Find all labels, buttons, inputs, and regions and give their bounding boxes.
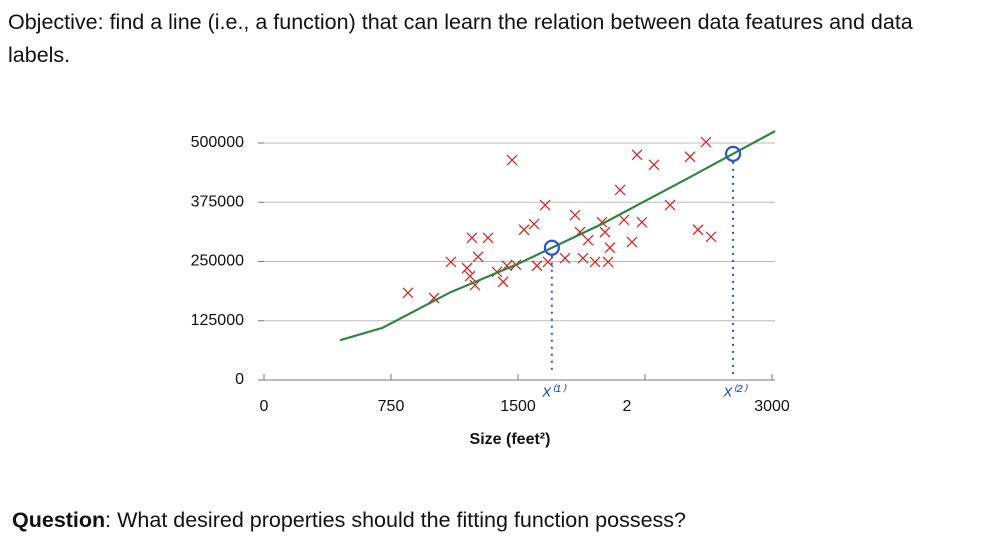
point <box>589 256 601 268</box>
point <box>692 224 704 236</box>
x-tick-label: 0 <box>260 398 269 415</box>
point <box>648 159 660 171</box>
point <box>445 256 457 268</box>
point <box>466 232 478 244</box>
point <box>472 251 484 263</box>
point <box>497 276 509 288</box>
x-tick-label: 1500 <box>500 398 536 415</box>
point <box>705 231 717 243</box>
annotation-circle <box>543 239 560 256</box>
y-tick-label: 250000 <box>191 253 244 270</box>
point <box>684 151 696 163</box>
annotation-label: x⁽¹⁾ <box>542 381 567 400</box>
point <box>582 234 594 246</box>
point <box>531 260 543 272</box>
y-tick-label: 125000 <box>191 312 244 329</box>
point <box>700 136 712 148</box>
y-tick-label: 0 <box>235 371 244 388</box>
point <box>577 252 589 264</box>
x-tick-label: 3000 <box>754 398 790 415</box>
annotation-circle <box>724 145 742 162</box>
question-text: : What desired properties should the fit… <box>105 508 686 532</box>
x-tick-label: 750 <box>378 398 405 415</box>
annotation-label: x⁽²⁾ <box>723 381 748 400</box>
point <box>569 209 581 221</box>
point <box>402 287 414 299</box>
point <box>604 242 616 254</box>
point <box>461 262 473 274</box>
point <box>559 252 571 264</box>
point <box>618 214 630 226</box>
x-tick-label: 2 <box>623 398 632 415</box>
point <box>599 226 611 238</box>
point <box>539 199 551 211</box>
point <box>626 236 638 248</box>
point <box>482 232 494 244</box>
point <box>528 218 540 230</box>
question-label: Question <box>12 508 106 532</box>
point <box>542 256 554 268</box>
point <box>602 256 614 268</box>
point <box>469 279 481 291</box>
y-tick-label: 500000 <box>191 134 244 151</box>
fit-line <box>339 130 776 342</box>
point <box>464 270 476 282</box>
objective: Objective: find a line (i.e., a function… <box>8 10 913 67</box>
point <box>664 199 676 211</box>
question: Question: What desired properties should… <box>12 508 686 533</box>
y-tick-label: 375000 <box>191 193 244 210</box>
point <box>518 224 530 236</box>
point <box>428 292 440 304</box>
point <box>614 184 626 196</box>
point <box>631 149 643 161</box>
x-axis-title: Size (feet²) <box>470 431 551 448</box>
point <box>636 216 648 228</box>
point <box>506 154 518 166</box>
